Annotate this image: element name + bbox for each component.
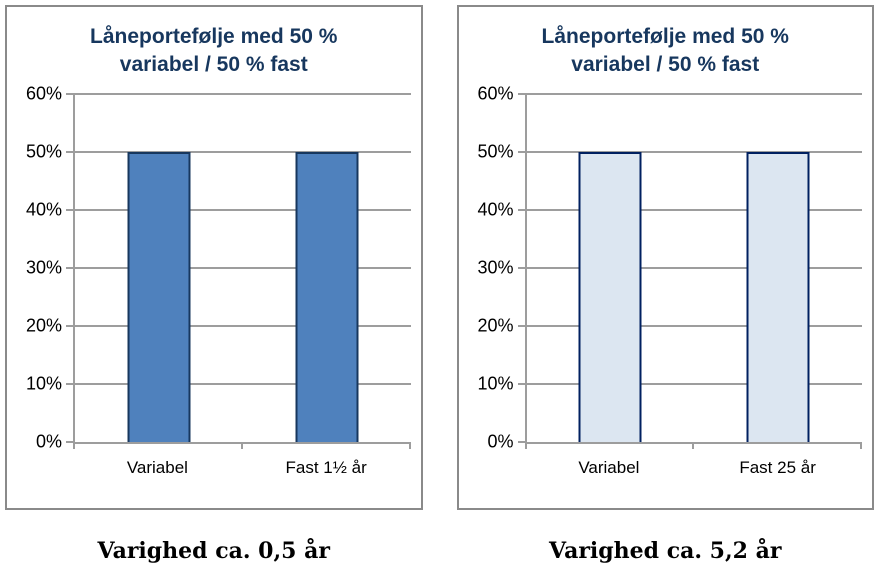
bar-variabel	[578, 152, 642, 442]
y-axis-tick-label: 0%	[35, 431, 62, 452]
bar-fast-25-r	[746, 152, 810, 442]
y-axis-tick-label: 50%	[25, 141, 62, 162]
x-axis-labels: Variabel Fast 25 år	[525, 458, 863, 478]
caption-left: Varighed ca. 0,5 år	[97, 538, 330, 564]
bar-cell	[694, 94, 862, 442]
chart-title-line-2: variabel / 50 % fast	[119, 53, 308, 76]
y-axis-tick	[66, 441, 75, 443]
chart-title: Låneportefølje med 50 % variabel / 50 % …	[7, 23, 421, 79]
bar-fast-1-r	[295, 152, 359, 442]
gridline	[526, 267, 862, 269]
y-axis-tick-label: 10%	[477, 373, 514, 394]
gridline	[75, 209, 411, 211]
plot-area: 0% 10% 20% 30% 40% 50% 60%	[26, 84, 411, 452]
bar-series	[527, 94, 863, 442]
caption-right: Varighed ca. 5,2 år	[549, 538, 782, 564]
gridline	[526, 93, 862, 95]
x-axis-tick	[408, 442, 411, 449]
y-axis-tick	[517, 325, 527, 327]
y-axis-tick	[517, 267, 527, 269]
y-axis-tick-label: 60%	[25, 83, 62, 104]
y-axis-tick	[517, 209, 527, 211]
x-axis-label: Variabel	[126, 458, 188, 477]
chart-panel-left: Låneportefølje med 50 % variabel / 50 % …	[5, 5, 423, 510]
y-axis-tick	[517, 151, 527, 153]
gridline	[526, 151, 862, 153]
y-axis-tick-label: 0%	[487, 431, 514, 452]
x-axis-tick	[692, 442, 695, 449]
x-axis-tick	[73, 442, 75, 449]
chart-title-line-1: Låneportefølje med 50 %	[90, 25, 338, 48]
chart-title: Låneportefølje med 50 % variabel / 50 % …	[459, 23, 873, 79]
y-axis-tick-label: 40%	[25, 199, 62, 220]
plot-area: 0% 10% 20% 30% 40% 50% 60%	[477, 84, 863, 452]
y-axis-tick	[66, 383, 75, 385]
x-axis-tick	[860, 442, 862, 449]
gridline	[75, 383, 411, 385]
plot-wrap: 0% 10% 20% 30% 40% 50% 60%	[26, 84, 411, 452]
y-axis-tick	[66, 151, 75, 153]
x-axis-tick	[240, 442, 243, 449]
chart-title-line-1: Låneportefølje med 50 %	[541, 25, 789, 48]
gridline	[526, 383, 862, 385]
y-axis-tick-label: 20%	[25, 315, 62, 336]
chart-panel-right: Låneportefølje med 50 % variabel / 50 % …	[456, 5, 874, 510]
gridline	[75, 267, 411, 269]
y-axis-tick-label: 10%	[25, 373, 62, 394]
y-axis-tick	[66, 267, 75, 269]
y-axis-tick	[517, 93, 527, 95]
plot-wrap: 0% 10% 20% 30% 40% 50% 60%	[477, 84, 863, 452]
charts-row: Låneportefølje med 50 % variabel / 50 % …	[5, 5, 874, 510]
y-axis-tick	[66, 209, 75, 211]
gridline	[75, 151, 411, 153]
y-axis-tick-label: 50%	[477, 141, 514, 162]
bar-cell	[243, 94, 411, 442]
bar-variabel	[127, 152, 191, 442]
x-axis-tick	[524, 442, 527, 449]
y-axis-tick-label: 30%	[25, 257, 62, 278]
bar-cell	[75, 94, 243, 442]
captions-row: Varighed ca. 0,5 år Varighed ca. 5,2 år	[0, 538, 874, 564]
gridline	[75, 93, 411, 95]
bar-cell	[527, 94, 695, 442]
gridline	[526, 325, 862, 327]
bar-series	[75, 94, 411, 442]
y-axis-tick-label: 30%	[477, 257, 514, 278]
gridline	[526, 209, 862, 211]
gridline	[75, 325, 411, 327]
y-axis-tick	[66, 325, 75, 327]
x-axis-label: Fast 25 år	[739, 458, 816, 477]
x-axis-label: Variabel	[578, 458, 640, 477]
chart-title-line-2: variabel / 50 % fast	[571, 53, 760, 76]
y-axis-tick-label: 40%	[477, 199, 514, 220]
y-axis-tick-label: 60%	[477, 83, 514, 104]
y-axis-tick	[66, 93, 75, 95]
x-axis-labels: Variabel Fast 1½ år	[73, 458, 411, 478]
y-axis-tick	[517, 383, 527, 385]
x-axis-label: Fast 1½ år	[285, 458, 367, 477]
y-axis-tick	[517, 441, 527, 443]
y-axis-tick-label: 20%	[477, 315, 514, 336]
